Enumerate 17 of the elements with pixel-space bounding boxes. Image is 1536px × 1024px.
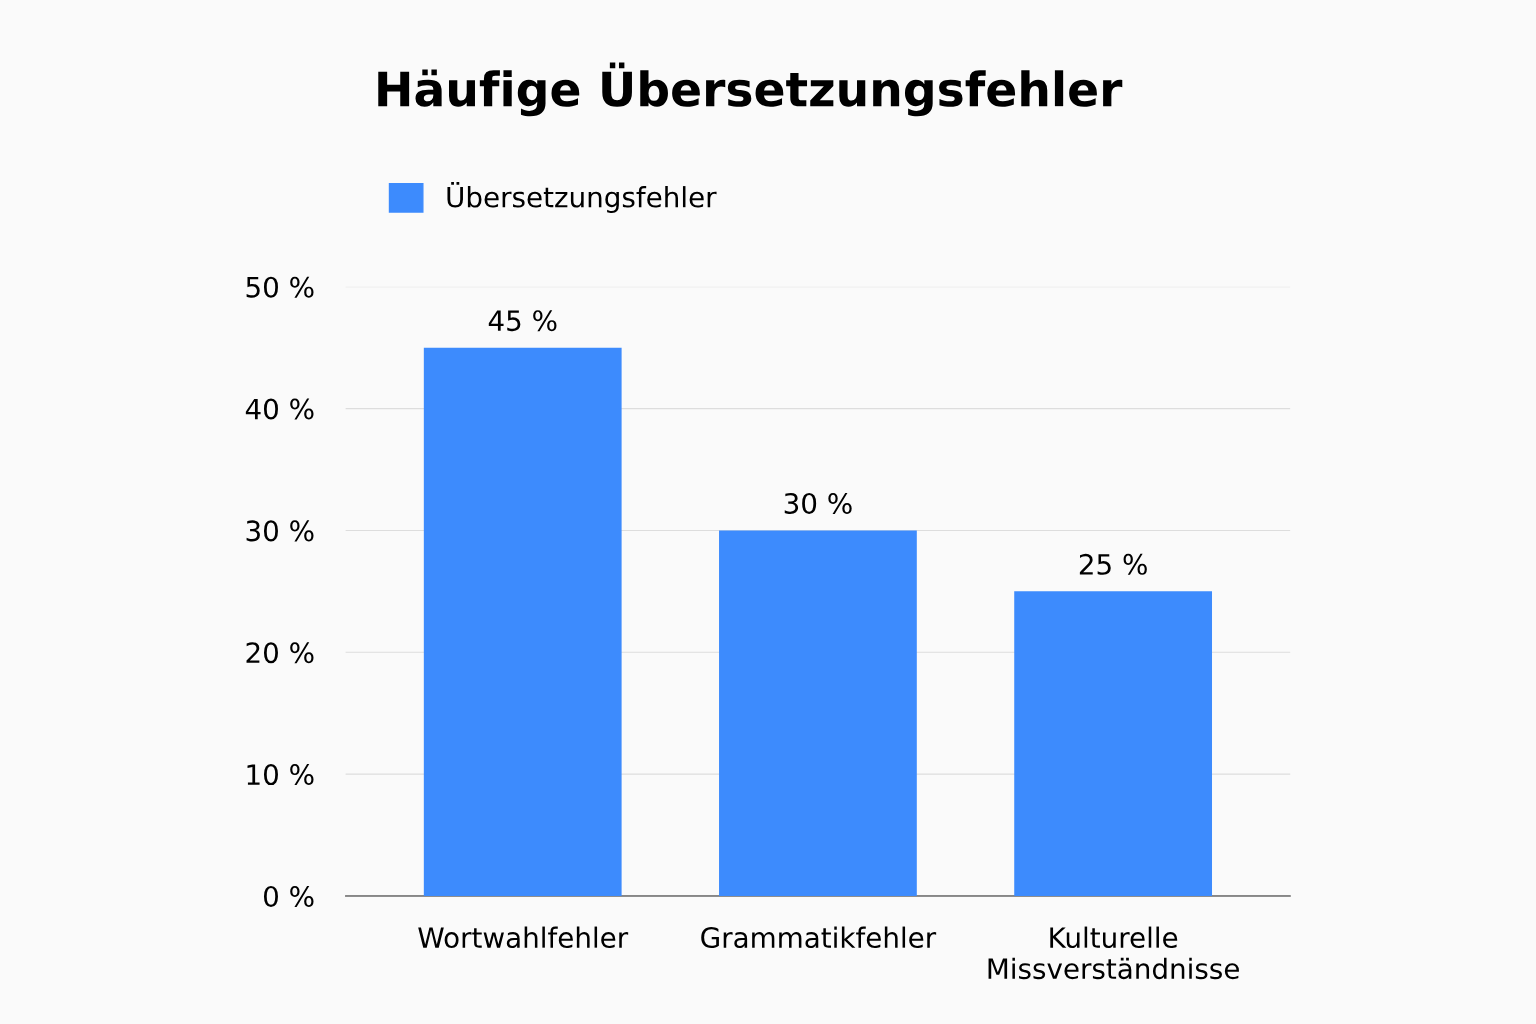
- y-tick-label: 40 %: [245, 398, 314, 420]
- y-tick-label: 50 %: [246, 276, 314, 298]
- y-tick-label: 30 %: [246, 520, 314, 542]
- y-tick-label: 0 %: [263, 885, 314, 907]
- bar: [1014, 591, 1213, 896]
- text: 45 %: [488, 310, 557, 332]
- bar: [423, 347, 622, 896]
- text: 30 %: [784, 492, 852, 514]
- x-tick-label: Wortwahlfehler: [418, 926, 629, 949]
- text: 25 %: [1079, 553, 1147, 575]
- x-tick-label: Grammatikfehler: [701, 926, 937, 949]
- y-tick-label: 20 %: [246, 642, 314, 664]
- legend-label: Übersetzungsfehler: [447, 181, 717, 213]
- chart-title: Häufige Übersetzungsfehler: [378, 62, 1123, 117]
- x-tick-label: Kulturelle Missverständnisse: [988, 926, 1239, 980]
- y-tick-label: 10 %: [247, 764, 314, 786]
- bar: [719, 530, 917, 896]
